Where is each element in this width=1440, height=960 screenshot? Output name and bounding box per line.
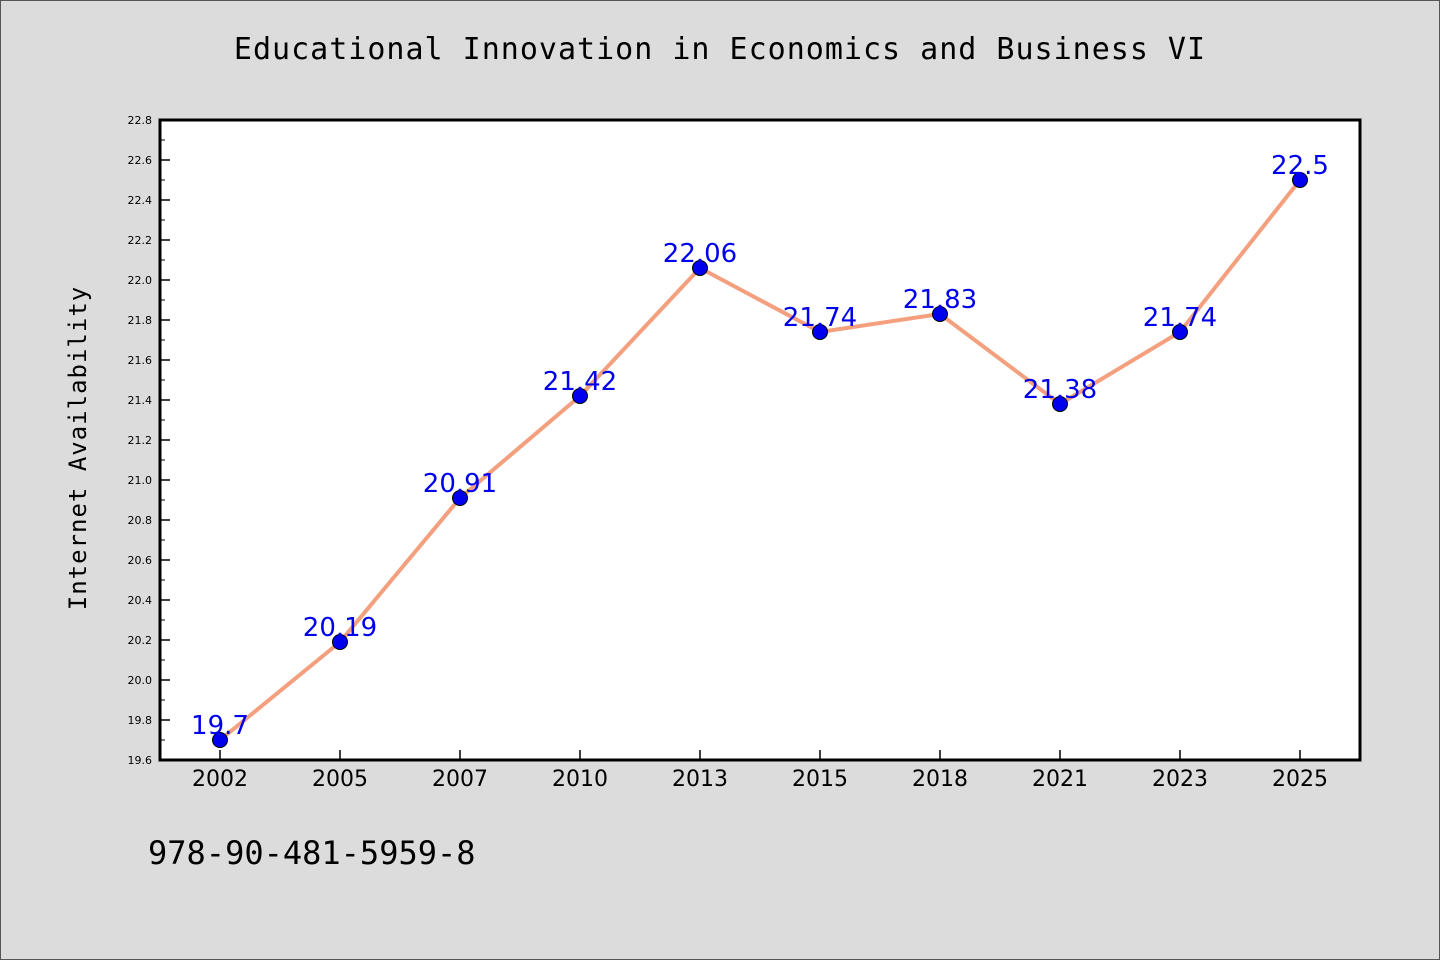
x-tick-label: 2005 [312,767,368,792]
data-point [932,306,948,322]
y-tick-label: 20.8 [128,514,153,527]
y-tick-label: 19.8 [128,714,153,727]
data-point [812,324,828,340]
y-axis-label: Internet Availability [64,286,92,610]
data-label: 20.91 [423,469,497,499]
data-label: 20.19 [303,613,377,643]
x-tick-label: 2025 [1272,767,1328,792]
data-label: 21.83 [903,285,977,315]
data-label: 21.42 [543,367,617,397]
y-tick-label: 21.4 [128,394,153,407]
data-point [212,732,228,748]
series-line [218,178,1302,742]
x-tick-label: 2002 [192,767,248,792]
data-label: 21.74 [783,303,857,333]
data-point [332,634,348,650]
data-point [1172,324,1188,340]
series-line-group [212,172,1308,748]
data-label: 21.38 [1023,375,1097,405]
y-tick-label: 21.0 [128,474,153,487]
y-tick-label: 22.8 [128,114,153,127]
x-tick-label: 2023 [1152,767,1208,792]
data-point [572,388,588,404]
y-tick-label: 20.4 [128,594,153,607]
x-tick-label: 2018 [912,767,968,792]
data-label: 22.06 [663,239,737,269]
y-tick-label: 20.0 [128,674,153,687]
y-tick-label: 22.6 [128,154,153,167]
y-tick-label: 20.2 [128,634,153,647]
x-tick-label: 2010 [552,767,608,792]
y-tick-label: 22.2 [128,234,153,247]
y-tick-label: 21.6 [128,354,153,367]
y-tick-label: 21.8 [128,314,153,327]
data-labels-group: 19.7 20.19 20.91 21.42 22.06 21.74 21.83 21.38 2… [191,151,1329,741]
data-label: 21.74 [1143,303,1217,333]
y-tick-label: 22.0 [128,274,153,287]
x-axis: 2002 2005 2007 2010 2013 2015 2018 2021 2023 2025 [192,750,1328,792]
x-tick-label: 2021 [1032,767,1088,792]
x-tick-label: 2015 [792,767,848,792]
data-point [1052,396,1068,412]
y-tick-label: 19.6 [128,754,153,767]
isbn-footer: 978-90-481-5959-8 [148,834,476,872]
y-axis: 19.6 19.8 20.0 20.2 20.4 20.6 20.8 21.0 21.2 21.4… [128,114,170,767]
data-point [1292,172,1308,188]
plot-area [158,118,1362,762]
data-point [452,490,468,506]
y-tick-label: 20.6 [128,554,153,567]
x-tick-label: 2007 [432,767,488,792]
chart-title: Educational Innovation in Economics and … [233,32,1207,67]
x-tick-label: 2013 [672,767,728,792]
y-tick-label: 21.2 [128,434,153,447]
y-tick-label: 22.4 [128,194,153,207]
data-label: 19.7 [191,711,249,741]
data-label: 22.5 [1271,151,1329,181]
data-point [692,260,708,276]
